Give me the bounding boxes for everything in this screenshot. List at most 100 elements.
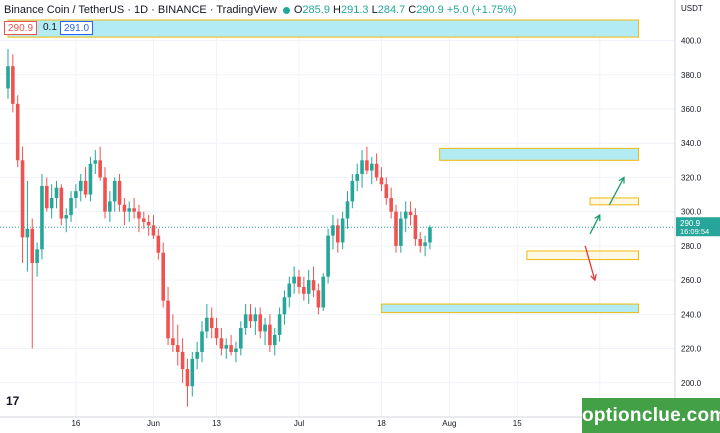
y-tick-label: 400.0 <box>681 37 702 46</box>
time-axis: 16Jun13Jul18Aug15Sep <box>0 416 675 428</box>
forecast-arrow-head <box>594 213 601 222</box>
symbol-title[interactable]: Binance Coin / TetherUS · 1D · BINANCE ·… <box>4 4 277 16</box>
y-tick-label: 240.0 <box>681 310 702 319</box>
candle-body <box>137 211 141 219</box>
y-tick-label: 300.0 <box>681 208 702 217</box>
candle-body <box>161 252 165 301</box>
candle-body <box>239 328 243 349</box>
candle-body <box>69 197 73 216</box>
candle-body <box>389 197 393 212</box>
candle-body <box>30 228 35 263</box>
candle-body <box>297 276 301 287</box>
buy-button[interactable]: 291.0 <box>60 21 94 35</box>
candle-body <box>408 211 413 216</box>
candle-body <box>369 163 374 171</box>
candle-body <box>6 66 10 89</box>
candle-body <box>156 235 161 253</box>
x-tick-label: Aug <box>442 419 456 428</box>
candle-body <box>93 160 98 164</box>
x-tick-label: 16 <box>71 419 80 428</box>
candle-body <box>302 286 306 294</box>
x-tick-label: Jun <box>147 419 160 428</box>
candle-body <box>20 160 25 238</box>
candle-body <box>428 227 432 243</box>
candle-body <box>292 276 296 284</box>
candle-body <box>360 160 364 175</box>
candle-body <box>234 348 238 352</box>
x-tick-label: 13 <box>212 419 221 428</box>
candle-body <box>403 211 408 219</box>
x-tick-label: 15 <box>513 419 522 428</box>
candle-body <box>103 177 107 212</box>
candle-body <box>59 187 64 219</box>
candle-body <box>200 331 204 352</box>
candle-body <box>214 328 219 339</box>
candle-body <box>11 66 15 104</box>
candle-body <box>64 215 68 219</box>
price-zone <box>7 19 639 38</box>
candle-body <box>224 345 229 349</box>
candle-body <box>350 180 355 202</box>
candle-body <box>365 160 369 171</box>
candle-body <box>117 180 122 205</box>
candle-body <box>151 225 156 236</box>
support-resistance-zones <box>7 19 640 314</box>
candle-body <box>423 242 427 246</box>
price-zone <box>380 303 639 314</box>
chart-header: Binance Coin / TetherUS · 1D · BINANCE ·… <box>4 4 517 16</box>
y-tick-label: 260.0 <box>681 276 702 285</box>
currency-label: USDT <box>681 4 703 13</box>
candle-body <box>132 208 136 212</box>
current-price-badge <box>676 217 720 237</box>
candle-body <box>355 174 359 181</box>
close-value: 290.9 <box>416 4 444 16</box>
current-price-label: 290.9 <box>680 219 701 228</box>
y-tick-label: 280.0 <box>681 242 702 251</box>
low-label: L <box>371 4 378 16</box>
price-zone <box>439 147 639 161</box>
candle-body <box>88 163 93 195</box>
candle-body <box>166 300 170 339</box>
candle-body <box>243 314 248 329</box>
candle-body <box>142 218 146 222</box>
candle-body <box>336 225 340 243</box>
candle-body <box>83 180 88 195</box>
price-zone <box>526 250 640 261</box>
forecast-arrow-head <box>590 274 597 282</box>
candle-body <box>331 225 335 236</box>
candle-body <box>413 215 418 240</box>
candle-body <box>321 276 326 308</box>
candle-body <box>45 185 49 209</box>
high-value: 291.3 <box>340 4 369 16</box>
y-tick-label: 340.0 <box>681 139 702 148</box>
candle-body <box>25 228 30 238</box>
candle-body <box>40 185 44 250</box>
forecast-arrows <box>584 176 625 282</box>
watermark-banner: optionclue.com <box>582 398 720 433</box>
candle-body <box>74 191 78 198</box>
candle-body <box>146 221 151 226</box>
open-label: O <box>293 4 303 16</box>
candle-body <box>229 345 233 352</box>
candle-body <box>248 314 253 322</box>
candle-body <box>374 163 379 178</box>
candle-body <box>394 211 398 246</box>
candle-body <box>277 314 282 335</box>
open-value: 285.9 <box>302 4 330 16</box>
candle-body <box>345 201 350 219</box>
candle-body <box>399 218 403 246</box>
candle-body <box>35 249 39 263</box>
close-label: C <box>408 4 417 16</box>
high-label: H <box>333 4 341 16</box>
candle-body <box>311 280 316 291</box>
candle-body <box>326 235 330 277</box>
candle-body <box>287 283 292 298</box>
tradingview-logo[interactable]: 17 <box>6 394 20 408</box>
countdown-label: 16:09:54 <box>680 227 709 236</box>
candle-body <box>54 187 59 198</box>
sell-button[interactable]: 290.9 <box>4 21 38 35</box>
candle-body <box>418 239 423 246</box>
candle-body <box>379 177 384 185</box>
y-tick-label: 360.0 <box>681 105 702 114</box>
